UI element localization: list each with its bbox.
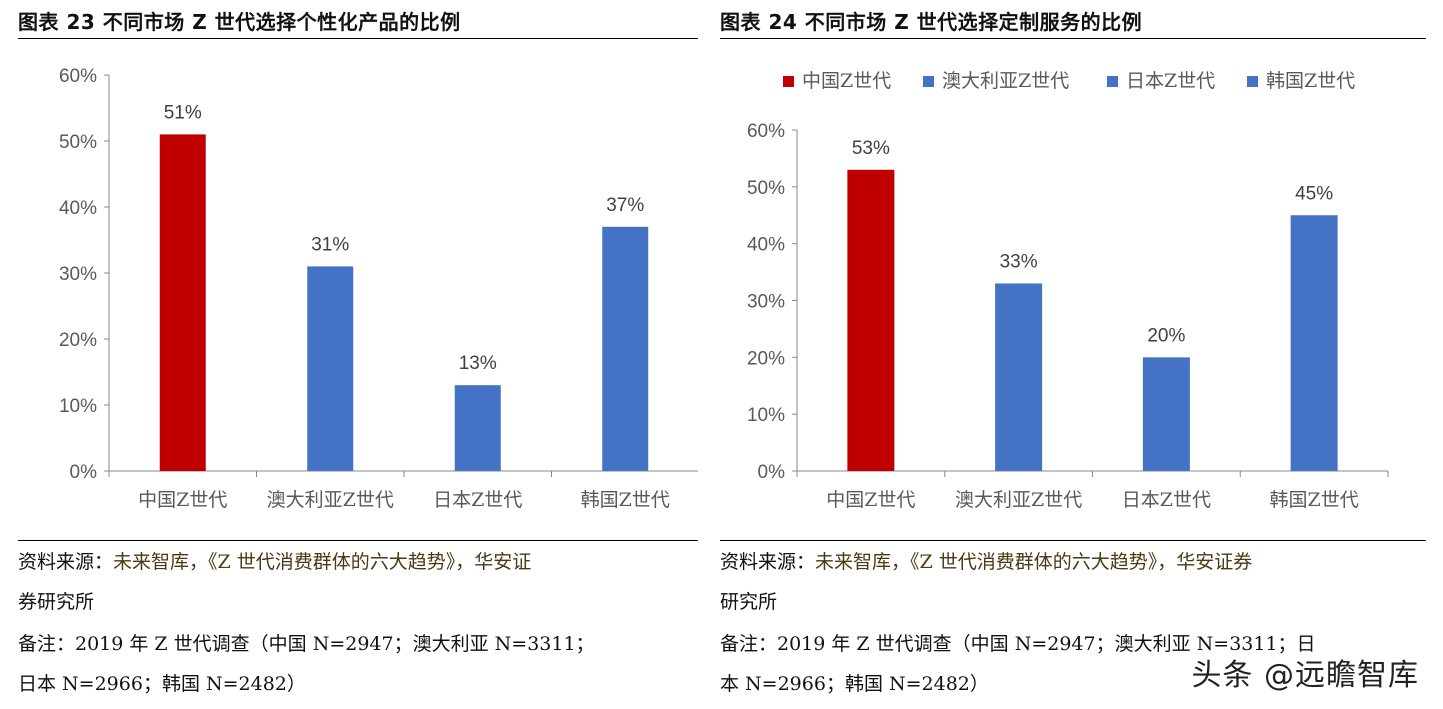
note-line-1: 备注：2019 年 Z 世代调查（中国 N=2947；澳大利亚 N=3311； xyxy=(18,633,595,655)
figure-title: 图表 23 不同市场 Z 世代选择个性化产品的比例 xyxy=(18,10,461,34)
bar-chart-customized-services: 0% 10% 20% 30% 40% 50% 60% 53% 中国Z世代 33% 澳大利亚Z世代 20… xyxy=(747,70,1389,511)
bar xyxy=(602,226,649,471)
y-tick-label: 60% xyxy=(59,66,97,87)
x-tick-label: 澳大利亚Z世代 xyxy=(267,489,394,511)
bar xyxy=(307,266,354,471)
figure-24: 图表 24 不同市场 Z 世代选择定制服务的比例 0% 10% 20% 30% 40% 5… xyxy=(720,0,1430,709)
y-tick-label: 10% xyxy=(747,405,785,426)
data-label: 13% xyxy=(459,353,497,374)
watermark: 头条 @远瞻智库 xyxy=(1191,658,1419,693)
data-label: 33% xyxy=(1000,251,1038,272)
y-tick-label: 40% xyxy=(747,235,785,256)
legend-label: 澳大利亚Z世代 xyxy=(942,70,1069,92)
x-tick-label: 日本Z世代 xyxy=(1122,489,1211,511)
y-tick-label: 50% xyxy=(59,132,97,153)
source-divider xyxy=(18,540,698,541)
source-line-1: 资料来源：未来智库，《Z 世代消费群体的六大趋势》，华安证券 xyxy=(720,542,1252,582)
title-divider xyxy=(720,38,1426,39)
x-tick-label: 韩国Z世代 xyxy=(1270,489,1359,511)
legend-label: 日本Z世代 xyxy=(1126,70,1215,92)
source-prefix: 资料来源： xyxy=(18,551,114,573)
y-tick-label: 50% xyxy=(747,178,785,199)
data-label: 53% xyxy=(852,138,890,159)
source-line-2: 研究所 xyxy=(720,591,778,613)
legend-label: 中国Z世代 xyxy=(802,70,891,92)
y-tick-label: 0% xyxy=(70,462,98,483)
bar xyxy=(847,169,895,472)
y-tick-label: 20% xyxy=(747,348,785,369)
title-divider xyxy=(18,38,698,39)
x-tick-label: 韩国Z世代 xyxy=(581,489,670,511)
source-line-2: 券研究所 xyxy=(18,591,95,613)
figure-title: 图表 24 不同市场 Z 世代选择定制服务的比例 xyxy=(720,10,1143,34)
bar xyxy=(995,283,1043,471)
y-tick-label: 30% xyxy=(59,264,97,285)
source-prefix: 资料来源： xyxy=(720,551,816,573)
data-label: 20% xyxy=(1147,325,1185,346)
data-label: 51% xyxy=(164,102,202,123)
note-line-2: 日本 N=2966；韩国 N=2482） xyxy=(18,673,306,695)
x-tick-label: 中国Z世代 xyxy=(826,489,915,511)
data-label: 37% xyxy=(606,195,644,216)
note-line-2: 本 N=2966；韩国 N=2482） xyxy=(720,673,989,695)
bar xyxy=(159,134,206,471)
y-tick-label: 20% xyxy=(59,330,97,351)
y-tick-label: 40% xyxy=(59,198,97,219)
y-tick-label: 10% xyxy=(59,396,97,417)
figure-23: 图表 23 不同市场 Z 世代选择个性化产品的比例 0% 10% 20% 30% 40%… xyxy=(18,0,698,709)
bar-chart-personalized-products: 0% 10% 20% 30% 40% 50% 60% 51% 中国Z世代 31% 澳大利亚Z世代 13… xyxy=(59,66,698,511)
note-line-1: 备注：2019 年 Z 世代调查（中国 N=2947；澳大利亚 N=3311；日 xyxy=(720,633,1316,655)
data-label: 31% xyxy=(311,234,349,255)
y-tick-label: 0% xyxy=(758,462,786,483)
data-label: 45% xyxy=(1295,183,1333,204)
legend-swatch xyxy=(783,76,794,87)
source-name: 未来智库，《Z 世代消费群体的六大趋势》，华安证券 xyxy=(815,551,1253,573)
y-tick-label: 60% xyxy=(747,121,785,142)
source-divider xyxy=(720,540,1426,541)
legend-swatch xyxy=(1247,76,1258,87)
x-tick-label: 日本Z世代 xyxy=(433,489,522,511)
legend-swatch xyxy=(1107,76,1118,87)
legend-label: 韩国Z世代 xyxy=(1266,70,1355,92)
x-tick-label: 澳大利亚Z世代 xyxy=(955,489,1082,511)
y-tick-label: 30% xyxy=(747,292,785,313)
x-tick-label: 中国Z世代 xyxy=(138,489,227,511)
bar xyxy=(1142,357,1190,471)
source-name: 未来智库，《Z 世代消费群体的六大趋势》，华安证 xyxy=(113,551,532,573)
legend-swatch xyxy=(923,76,934,87)
bar xyxy=(454,385,501,471)
bar xyxy=(1290,215,1338,471)
source-line-1: 资料来源：未来智库，《Z 世代消费群体的六大趋势》，华安证 xyxy=(18,542,531,582)
